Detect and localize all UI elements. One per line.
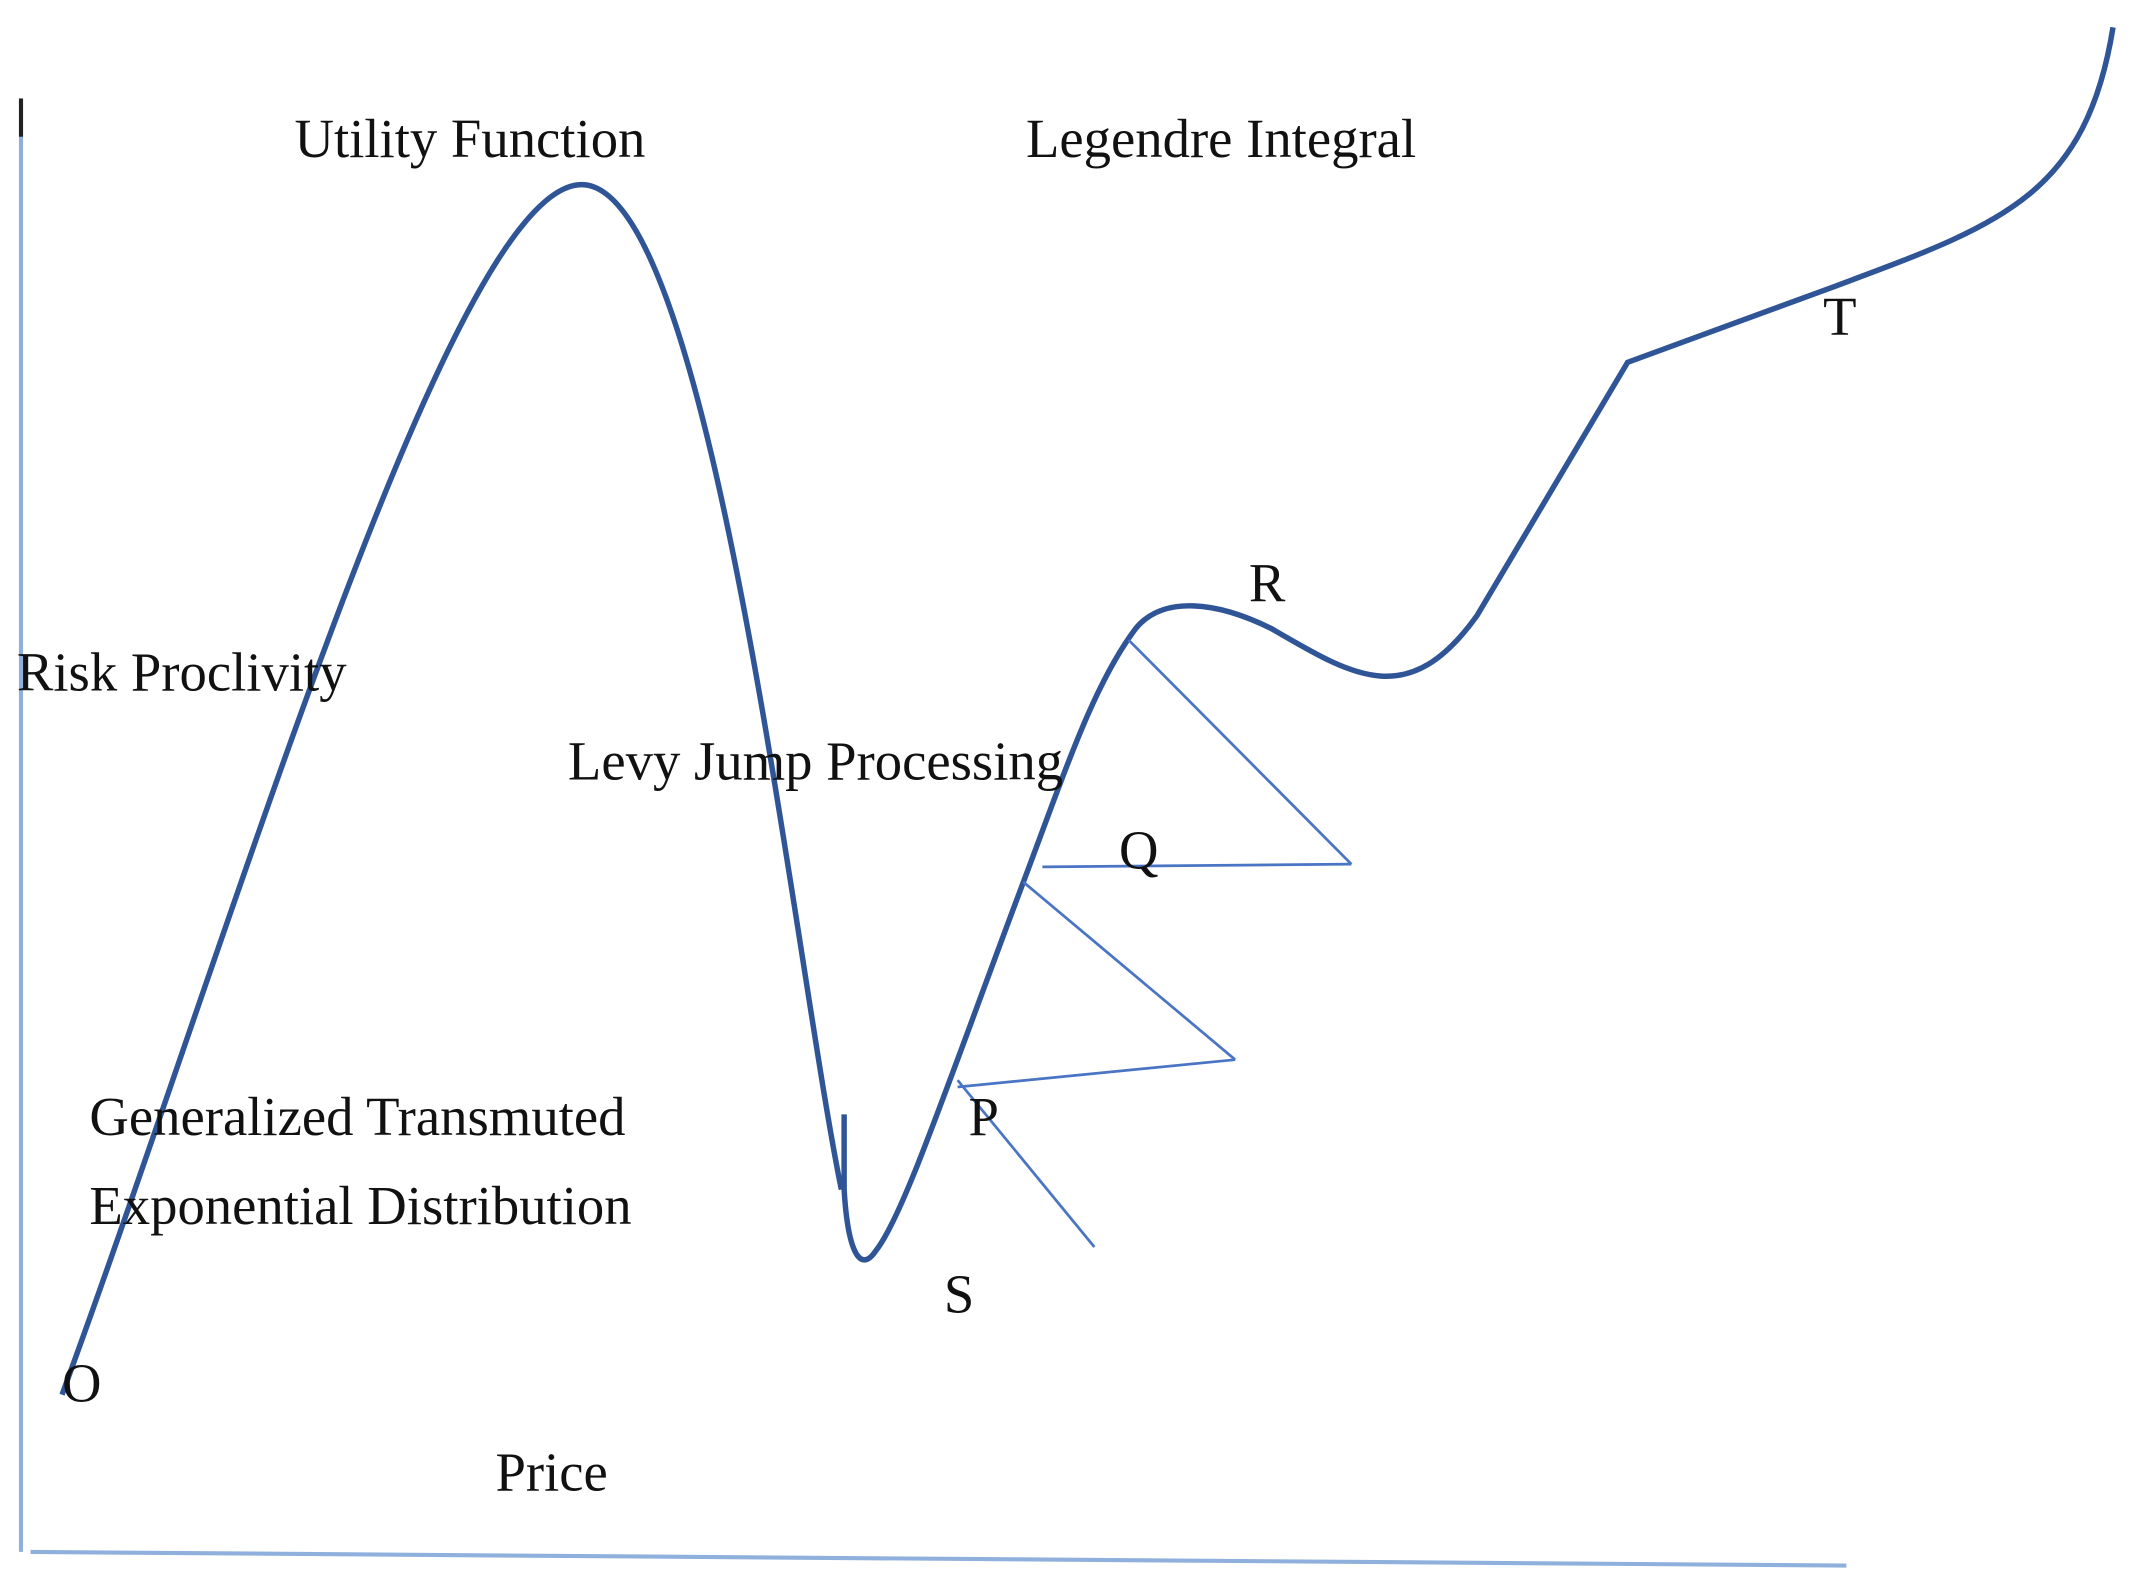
point-label: Q (1119, 819, 1159, 880)
point-label: R (1249, 553, 1286, 614)
label: Generalized Transmuted (89, 1086, 625, 1147)
x-axis (30, 1549, 1847, 1568)
jump-line (957, 1058, 1236, 1089)
point-label: O (62, 1353, 101, 1414)
jump-line (1022, 880, 1237, 1061)
label: Price (495, 1441, 607, 1502)
point-label: P (969, 1086, 999, 1147)
point-label: T (1823, 286, 1856, 347)
utility-curve (59, 26, 2116, 1396)
jump-line (1127, 638, 1353, 866)
label: Exponential Distribution (89, 1175, 631, 1236)
label: Levy Jump Processing (568, 730, 1063, 791)
jump-lines (956, 638, 1353, 1248)
label: Legendre Integral (1026, 108, 1416, 169)
jump-line (956, 1079, 1096, 1248)
label: Utility Function (294, 108, 645, 169)
jump-line (1042, 862, 1352, 869)
label: Risk Proclivity (17, 642, 347, 703)
point-label: S (944, 1264, 974, 1325)
